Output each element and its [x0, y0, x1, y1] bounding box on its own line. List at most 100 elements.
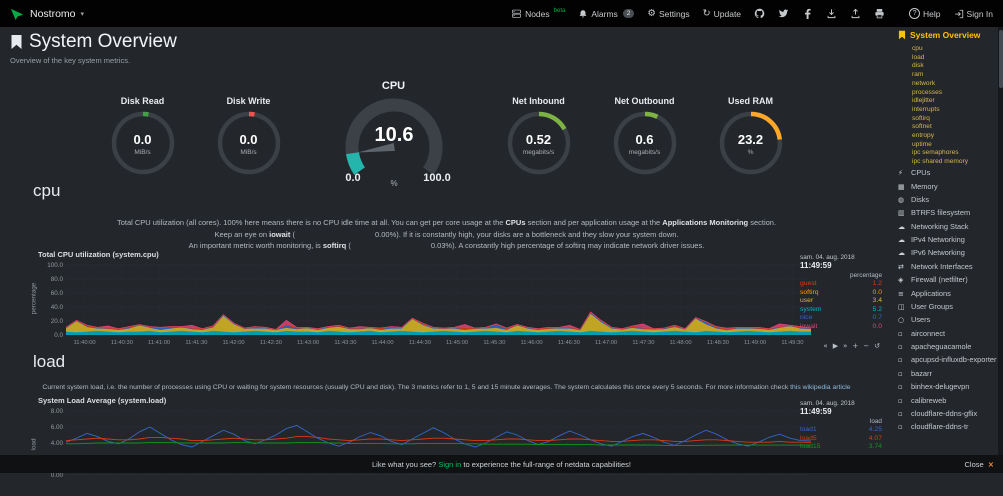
sidebar-item-applications[interactable]: ≡ Applications [898, 287, 997, 300]
sidebar-item-label: Applications [911, 288, 951, 298]
legend-dimension-nice[interactable]: nice 0.7 [800, 314, 882, 322]
github-button[interactable] [754, 8, 765, 19]
wikipedia-link[interactable]: this wikipedia article [790, 384, 851, 391]
hostname: Nostromo [30, 7, 76, 20]
sidebar-subitem-processes[interactable]: processes [912, 88, 943, 96]
sidebar-subitem-idlejitter[interactable]: idlejitter [912, 97, 935, 105]
reset-zoom-icon[interactable]: ↺ [874, 342, 880, 350]
sidebar-subitem-softirq[interactable]: softirq [912, 114, 930, 122]
sidebar-active-label: System Overview [910, 30, 981, 40]
gauge-net-outbound[interactable]: Net Outbound 0.6 megabits/s [599, 96, 691, 176]
sidebar-item-apcupsd-influxdb-exporter[interactable]: ▫ apcupsd-influxdb-exporter [898, 354, 997, 367]
gauge-title: Used RAM [727, 96, 773, 106]
signin-button[interactable]: Sign In [954, 9, 993, 19]
legend-dimension-load15[interactable]: load15 3.74 [800, 443, 882, 451]
scrollbar-thumb[interactable] [998, 30, 1003, 88]
sidebar-item-memory[interactable]: ▦ Memory [898, 180, 997, 193]
sidebar-subitem-network[interactable]: network [912, 79, 936, 87]
settings-button[interactable]: ⚙ Settings [647, 9, 689, 19]
gauge-disk-read[interactable]: Disk Read 0.0 MiB/s [97, 96, 189, 176]
sidebar-item-networking-stack[interactable]: ☁ Networking Stack [898, 220, 997, 233]
sidebar-subitem-ram[interactable]: ram [912, 71, 924, 79]
sidebar-item-system-overview[interactable]: System Overview [898, 30, 997, 40]
gauges-row: Disk Read 0.0 MiB/s Disk Write 0.0 MiB/s CPU 10… [0, 80, 893, 188]
legend-dimension-user[interactable]: user 3.4 [800, 297, 882, 305]
sidebar-item-binhex-delugevpn[interactable]: ▫ binhex-delugevpn [898, 381, 997, 394]
sidebar-subitem-cpu[interactable]: cpu [912, 45, 923, 52]
sidebar-item-ipv4-networking[interactable]: ☁ IPv4 Networking [898, 234, 997, 247]
zoom-in-icon[interactable]: + [852, 342, 859, 350]
gauge-cpu[interactable]: CPU 10.6 0.0 100.0% [309, 80, 479, 188]
memory-icon: ▦ [898, 182, 905, 191]
sidebar-subitem-disk[interactable]: disk [912, 62, 924, 70]
sidebar-item-user-groups[interactable]: ◫ User Groups [898, 301, 997, 314]
nodes-button[interactable]: Nodes beta [511, 8, 565, 19]
export-snapshot-button[interactable] [850, 8, 861, 19]
footer-signin-link[interactable]: Sign in [438, 459, 462, 469]
sidebar-item-firewall-netfilter-[interactable]: ◈ Firewall (netfilter) [898, 274, 997, 287]
facebook-button[interactable] [802, 8, 813, 19]
sidebar-subitem-ipc-semaphores[interactable]: ipc semaphores [912, 149, 959, 157]
gauge-title: Disk Read [120, 96, 165, 106]
cpu-y-axis-label: percentage [30, 282, 38, 315]
cloud-icon: ☁ [898, 249, 905, 258]
legend-dimension-guest[interactable]: guest 1.2 [800, 280, 882, 287]
pan-forward-icon[interactable]: » [843, 342, 848, 350]
legend-dimension-iowait[interactable]: iowait 0.0 [800, 322, 882, 330]
sidebar-item-calibreweb[interactable]: ▫ calibreweb [898, 394, 997, 407]
bolt-icon: ⚡ [898, 169, 903, 178]
legend-dimension-load5[interactable]: load5 4.07 [800, 434, 882, 442]
pan-backward-icon[interactable]: « [823, 342, 828, 350]
sidebar-item-label: BTRFS filesystem [911, 208, 971, 218]
cpu-chart-title: Total CPU utilization (system.cpu) [38, 250, 159, 259]
cpu-chart-plot[interactable]: 100.0 80.0 60.0 40.0 20.0 0.0 11:40:00 11:40:30… [38, 260, 815, 350]
page-scrollbar[interactable] [998, 27, 1003, 473]
alarms-button[interactable]: Alarms 2 [578, 9, 635, 19]
sidebar-item-cloudflare-ddns-tr[interactable]: ▫ cloudflare-ddns-tr [898, 421, 997, 434]
sidebar-item-cpus[interactable]: ⚡ CPUs [898, 167, 997, 180]
sidebar-item-ipv6-networking[interactable]: ☁ IPv6 Networking [898, 247, 997, 260]
sidebar-item-airconnect[interactable]: ▫ airconnect [898, 327, 997, 340]
load-chart-plot[interactable]: 8.006.004.002.000.00 [38, 406, 815, 490]
gauge-disk-write[interactable]: Disk Write 0.0 MiB/s [203, 96, 295, 176]
gauge-net-inbound[interactable]: Net Inbound 0.52 megabits/s [493, 96, 585, 176]
gauge-ring [719, 111, 782, 175]
zoom-out-icon[interactable]: − [863, 342, 870, 350]
sidebar-item-users[interactable]: ○ Users [898, 314, 997, 327]
svg-text:11:42:30: 11:42:30 [260, 340, 282, 346]
sidebar-subitem-uptime[interactable]: uptime [912, 140, 932, 148]
sidebar-item-network-interfaces[interactable]: ⇄ Network Interfaces [898, 260, 997, 273]
legend-dimension-system[interactable]: system 5.2 [800, 305, 882, 313]
svg-text:80.0: 80.0 [51, 276, 64, 283]
cube-icon: ▫ [898, 383, 903, 392]
node-selector[interactable]: Nostromo ▾ [10, 6, 84, 21]
svg-text:11:46:00: 11:46:00 [521, 340, 543, 346]
sidebar-subitem-load[interactable]: load [912, 53, 925, 61]
sidebar-item-btrfs-filesystem[interactable]: ▥ BTRFS filesystem [898, 207, 997, 220]
sidebar-subitem-entropy[interactable]: entropy [912, 132, 934, 140]
sidebar-item-apacheguacamole[interactable]: ▫ apacheguacamole [898, 341, 997, 354]
sidebar-item-cloudflare-ddns-gflix[interactable]: ▫ cloudflare-ddns-gflix [898, 408, 997, 421]
twitter-button[interactable] [778, 8, 789, 19]
import-snapshot-button[interactable] [826, 8, 837, 19]
footer-close-button[interactable]: Close × [964, 459, 994, 469]
legend-dimension-load1[interactable]: load1 4.25 [800, 426, 882, 433]
github-icon [754, 8, 765, 19]
softirq-value: 0.03%). [430, 241, 457, 250]
help-button[interactable]: ? Help [909, 8, 941, 19]
gauge-ring [217, 111, 280, 175]
sidebar-item-bazarr[interactable]: ▫ bazarr [898, 367, 997, 380]
update-button[interactable]: ↻ Update [703, 9, 741, 19]
sidebar-subitem-interrupts[interactable]: interrupts [912, 105, 940, 113]
gauge-used-ram[interactable]: Used RAM 23.2% [705, 96, 797, 176]
legend-dimension-softirq[interactable]: softirq 0.0 [800, 288, 882, 296]
sidebar-subitem-ipc-shared-memory[interactable]: ipc shared memory [912, 158, 969, 166]
sidebar-item-disks[interactable]: ◍ Disks [898, 194, 997, 207]
print-button[interactable] [874, 8, 885, 19]
bookmark-icon [898, 30, 906, 40]
sidebar-subitem-softnet[interactable]: softnet [912, 123, 932, 131]
play-icon[interactable]: ▶ [832, 342, 839, 350]
cube-icon: ▫ [898, 356, 903, 365]
cloud-icon: ☁ [898, 236, 905, 245]
sidebar-item-label: CPUs [911, 168, 931, 178]
